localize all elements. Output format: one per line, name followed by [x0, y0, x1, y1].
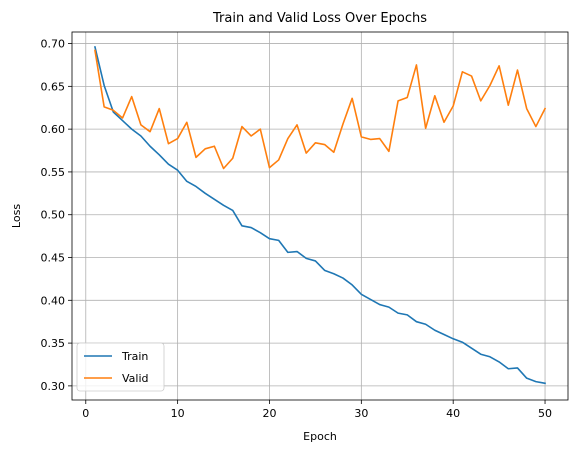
x-tick-label: 30: [354, 407, 368, 420]
y-tick-label: 0.45: [41, 252, 66, 265]
x-axis-label: Epoch: [303, 430, 337, 443]
y-tick-label: 0.60: [41, 123, 66, 136]
x-axis-ticks: 0 10 20 30 40 50: [82, 400, 552, 420]
y-tick-label: 0.50: [41, 209, 66, 222]
series-line-train: [93, 46, 546, 385]
legend-train-label: Train: [121, 350, 148, 363]
y-tick-label: 0.65: [41, 80, 66, 93]
y-axis-ticks: 0.30 0.35 0.40 0.45 0.50 0.55 0.60 0.65 0.70: [41, 38, 72, 393]
chart-title: Train and Valid Loss Over Epochs: [212, 11, 427, 26]
plot-frame: [71, 31, 569, 401]
y-tick-label: 0.35: [41, 337, 66, 350]
x-tick-label: 50: [538, 407, 552, 420]
grid-lines: [72, 32, 568, 400]
x-tick-label: 0: [82, 407, 89, 420]
x-tick-label: 10: [171, 407, 185, 420]
y-tick-label: 0.30: [41, 380, 66, 393]
series-line-valid: [94, 49, 547, 170]
legend: Train Valid: [76, 342, 165, 392]
y-tick-label: 0.70: [41, 38, 66, 51]
y-axis-label: Loss: [10, 204, 23, 228]
y-tick-label: 0.40: [41, 294, 66, 307]
x-tick-label: 40: [446, 407, 460, 420]
legend-box: [76, 342, 165, 392]
legend-valid-label: Valid: [122, 372, 149, 385]
series-lines: [93, 46, 547, 385]
y-tick-label: 0.55: [41, 166, 66, 179]
x-tick-label: 20: [262, 407, 276, 420]
